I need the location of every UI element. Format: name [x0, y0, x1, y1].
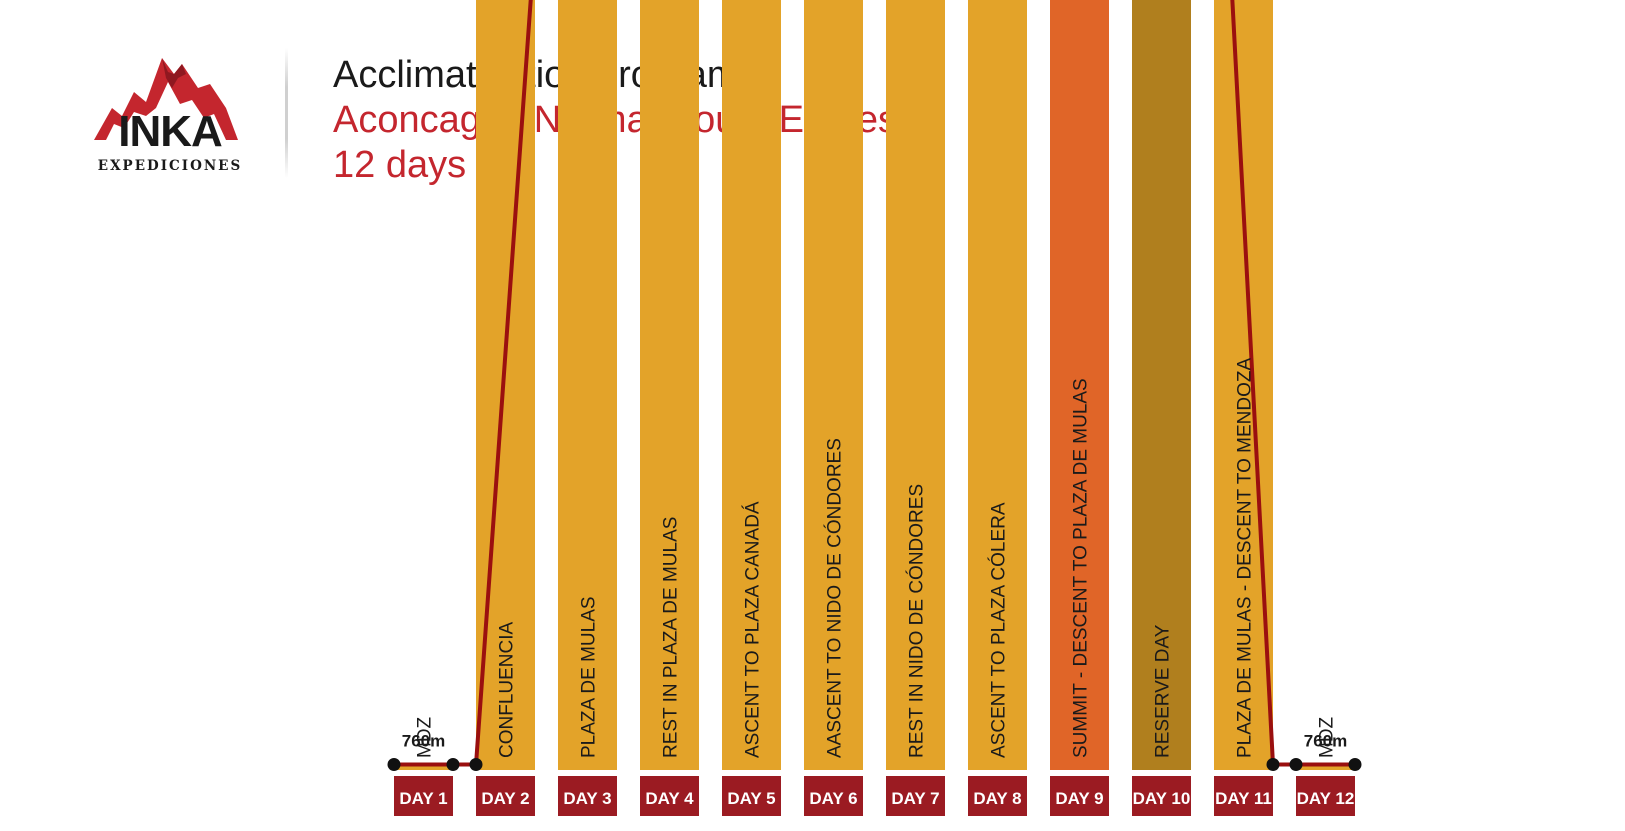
activity-label-day-11: PLAZA DE MULAS - DESCENT TO MENDOZA [1235, 358, 1256, 758]
altitude-bar-day-1 [394, 764, 453, 770]
activity-label-day-5: ASCENT TO PLAZA CANADÁ [743, 501, 764, 758]
day-label-box-day-9 [1050, 776, 1109, 816]
activity-label-day-10: RESERVE DAY [1153, 624, 1174, 758]
altitude-bar-day-7 [886, 0, 945, 771]
activity-label-day-12: MDZ [1317, 716, 1338, 758]
header-divider [285, 48, 288, 178]
day-label-box-day-3 [558, 776, 617, 816]
day-label-day-10: DAY 10 [1133, 789, 1191, 808]
day-label-day-6: DAY 6 [809, 789, 857, 808]
activity-label-day-6: AASCENT TO NIDO DE CÓNDORES [824, 438, 846, 758]
day-label-box-day-1 [394, 776, 453, 816]
altitude-bar-day-12 [1296, 764, 1355, 770]
altitude-bar-day-10 [1132, 0, 1191, 770]
profile-point-1 [387, 758, 401, 772]
altitude-label-day-1: 760m [402, 732, 445, 751]
profile-point-25 [1289, 758, 1303, 772]
day-label-day-3: DAY 3 [563, 789, 611, 808]
day-label-box-day-4 [640, 776, 699, 816]
day-label-box-day-2 [476, 776, 535, 816]
day-label-day-12: DAY 12 [1297, 789, 1355, 808]
day-label-day-4: DAY 4 [645, 789, 694, 808]
activity-label-day-7: REST IN NIDO DE CÓNDORES [906, 484, 928, 758]
profile-line-layer [387, 0, 1362, 772]
inka-expediciones-logo: INKA EXPEDICIONES [94, 58, 242, 174]
altitude-profile-line [394, 0, 1355, 767]
mountain-shade-icon [162, 58, 186, 88]
profile-point-26 [1348, 758, 1362, 772]
duration-subtitle: 12 days [333, 144, 467, 186]
day-label-box-day-12 [1296, 776, 1355, 816]
activity-label-day-8: ASCENT TO PLAZA CÓLERA [988, 502, 1010, 758]
activity-label-day-2: CONFLUENCIA [497, 621, 518, 758]
profile-point-2 [446, 758, 460, 772]
activity-label-day-9: SUMMIT - DESCENT TO PLAZA DE MULAS [1071, 378, 1092, 758]
day-label-day-9: DAY 9 [1055, 789, 1103, 808]
day-label-box-day-7 [886, 776, 945, 816]
altitude-bar-day-5 [722, 0, 781, 770]
profile-point-24 [1266, 758, 1280, 772]
day-label-day-2: DAY 2 [481, 789, 529, 808]
day-label-day-11: DAY 11 [1215, 789, 1272, 808]
altitude-bar-day-6 [804, 0, 863, 771]
bars-layer [394, 0, 1355, 816]
day-label-day-8: DAY 8 [973, 789, 1021, 808]
day-label-day-7: DAY 7 [891, 789, 939, 808]
day-label-box-day-8 [968, 776, 1027, 816]
activity-label-day-3: PLAZA DE MULAS [579, 596, 600, 758]
altitude-bar-day-11 [1214, 0, 1273, 771]
day-label-box-day-6 [804, 776, 863, 816]
altitude-bar-day-8 [968, 0, 1027, 770]
altitude-label-day-12: 760m [1304, 732, 1347, 751]
altitude-bar-day-9 [1050, 0, 1109, 770]
logo-tagline: EXPEDICIONES [98, 158, 242, 174]
altitude-bar-day-3 [558, 0, 617, 771]
altitude-bar-day-4 [640, 0, 699, 771]
day-label-box-day-11 [1214, 776, 1273, 816]
profile-point-3 [469, 758, 483, 772]
day-label-box-day-5 [722, 776, 781, 816]
activity-label-day-4: REST IN PLAZA DE MULAS [661, 517, 682, 758]
day-label-day-1: DAY 1 [399, 789, 447, 808]
day-label-box-day-10 [1132, 776, 1191, 816]
day-label-day-5: DAY 5 [727, 789, 775, 808]
logo-brand: INKA [118, 107, 222, 156]
activity-label-day-1: MDZ [415, 716, 436, 758]
